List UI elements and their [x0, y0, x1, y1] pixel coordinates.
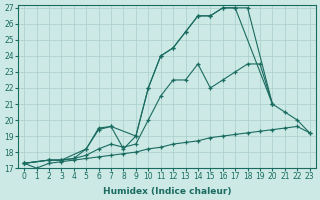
X-axis label: Humidex (Indice chaleur): Humidex (Indice chaleur)	[103, 187, 231, 196]
